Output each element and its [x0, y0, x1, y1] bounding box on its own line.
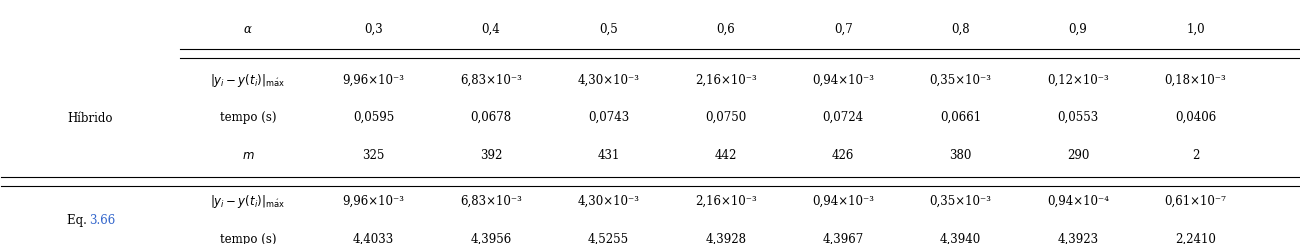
Text: 0,12×10⁻³: 0,12×10⁻³ [1048, 74, 1109, 87]
Text: $|y_i - y(t_i)|_{\mathrm{m\acute{a}x}}$: $|y_i - y(t_i)|_{\mathrm{m\acute{a}x}}$ [211, 193, 286, 210]
Text: 426: 426 [832, 149, 854, 163]
Text: 0,0553: 0,0553 [1057, 111, 1098, 124]
Text: 0,0750: 0,0750 [706, 111, 746, 124]
Text: 0,94×10⁻⁴: 0,94×10⁻⁴ [1046, 195, 1109, 208]
Text: 4,30×10⁻³: 4,30×10⁻³ [577, 74, 640, 87]
Text: 0,9: 0,9 [1069, 23, 1088, 36]
Text: tempo (s): tempo (s) [220, 233, 276, 244]
Text: 0,0743: 0,0743 [588, 111, 629, 124]
Text: 442: 442 [715, 149, 737, 163]
Text: α: α [244, 23, 252, 36]
Text: 1,0: 1,0 [1186, 23, 1205, 36]
Text: 0,7: 0,7 [833, 23, 853, 36]
Text: 0,94×10⁻³: 0,94×10⁻³ [812, 195, 875, 208]
Text: 0,61×10⁻⁷: 0,61×10⁻⁷ [1165, 195, 1226, 208]
Text: 0,0724: 0,0724 [823, 111, 863, 124]
Text: 0,3: 0,3 [364, 23, 384, 36]
Text: 0,94×10⁻³: 0,94×10⁻³ [812, 74, 875, 87]
Text: $|y_i - y(t_i)|_{\mathrm{m\acute{a}x}}$: $|y_i - y(t_i)|_{\mathrm{m\acute{a}x}}$ [211, 72, 286, 89]
Text: 6,83×10⁻³: 6,83×10⁻³ [460, 74, 523, 87]
Text: tempo (s): tempo (s) [220, 111, 276, 124]
Text: 4,30×10⁻³: 4,30×10⁻³ [577, 195, 640, 208]
Text: Híbrido: Híbrido [66, 112, 112, 125]
Text: 0,4: 0,4 [482, 23, 500, 36]
Text: 4,3956: 4,3956 [471, 233, 512, 244]
Text: 392: 392 [480, 149, 502, 163]
Text: 4,5255: 4,5255 [588, 233, 629, 244]
Text: 9,96×10⁻³: 9,96×10⁻³ [343, 195, 404, 208]
Text: 4,4033: 4,4033 [354, 233, 394, 244]
Text: 0,0595: 0,0595 [354, 111, 394, 124]
Text: 0,18×10⁻³: 0,18×10⁻³ [1165, 74, 1226, 87]
Text: 0,5: 0,5 [599, 23, 618, 36]
Text: 290: 290 [1067, 149, 1089, 163]
Text: 2: 2 [1192, 149, 1199, 163]
Text: 2,16×10⁻³: 2,16×10⁻³ [696, 74, 757, 87]
Text: 4,3967: 4,3967 [823, 233, 864, 244]
Text: 0,0406: 0,0406 [1175, 111, 1216, 124]
Text: 4,3923: 4,3923 [1057, 233, 1098, 244]
Text: 325: 325 [363, 149, 385, 163]
Text: $m$: $m$ [242, 149, 255, 163]
Text: 2,16×10⁻³: 2,16×10⁻³ [696, 195, 757, 208]
Text: 380: 380 [949, 149, 972, 163]
Text: 0,35×10⁻³: 0,35×10⁻³ [930, 195, 992, 208]
Text: 0,6: 0,6 [716, 23, 736, 36]
Text: Eq.: Eq. [68, 214, 90, 227]
Text: 4,3928: 4,3928 [706, 233, 746, 244]
Text: 6,83×10⁻³: 6,83×10⁻³ [460, 195, 523, 208]
Text: 431: 431 [597, 149, 620, 163]
Text: 3.66: 3.66 [90, 214, 116, 227]
Text: 0,0661: 0,0661 [940, 111, 982, 124]
Text: 4,3940: 4,3940 [940, 233, 982, 244]
Text: 2,2410: 2,2410 [1175, 233, 1216, 244]
Text: 0,35×10⁻³: 0,35×10⁻³ [930, 74, 992, 87]
Text: 9,96×10⁻³: 9,96×10⁻³ [343, 74, 404, 87]
Text: 0,0678: 0,0678 [471, 111, 512, 124]
Text: 0,8: 0,8 [952, 23, 970, 36]
